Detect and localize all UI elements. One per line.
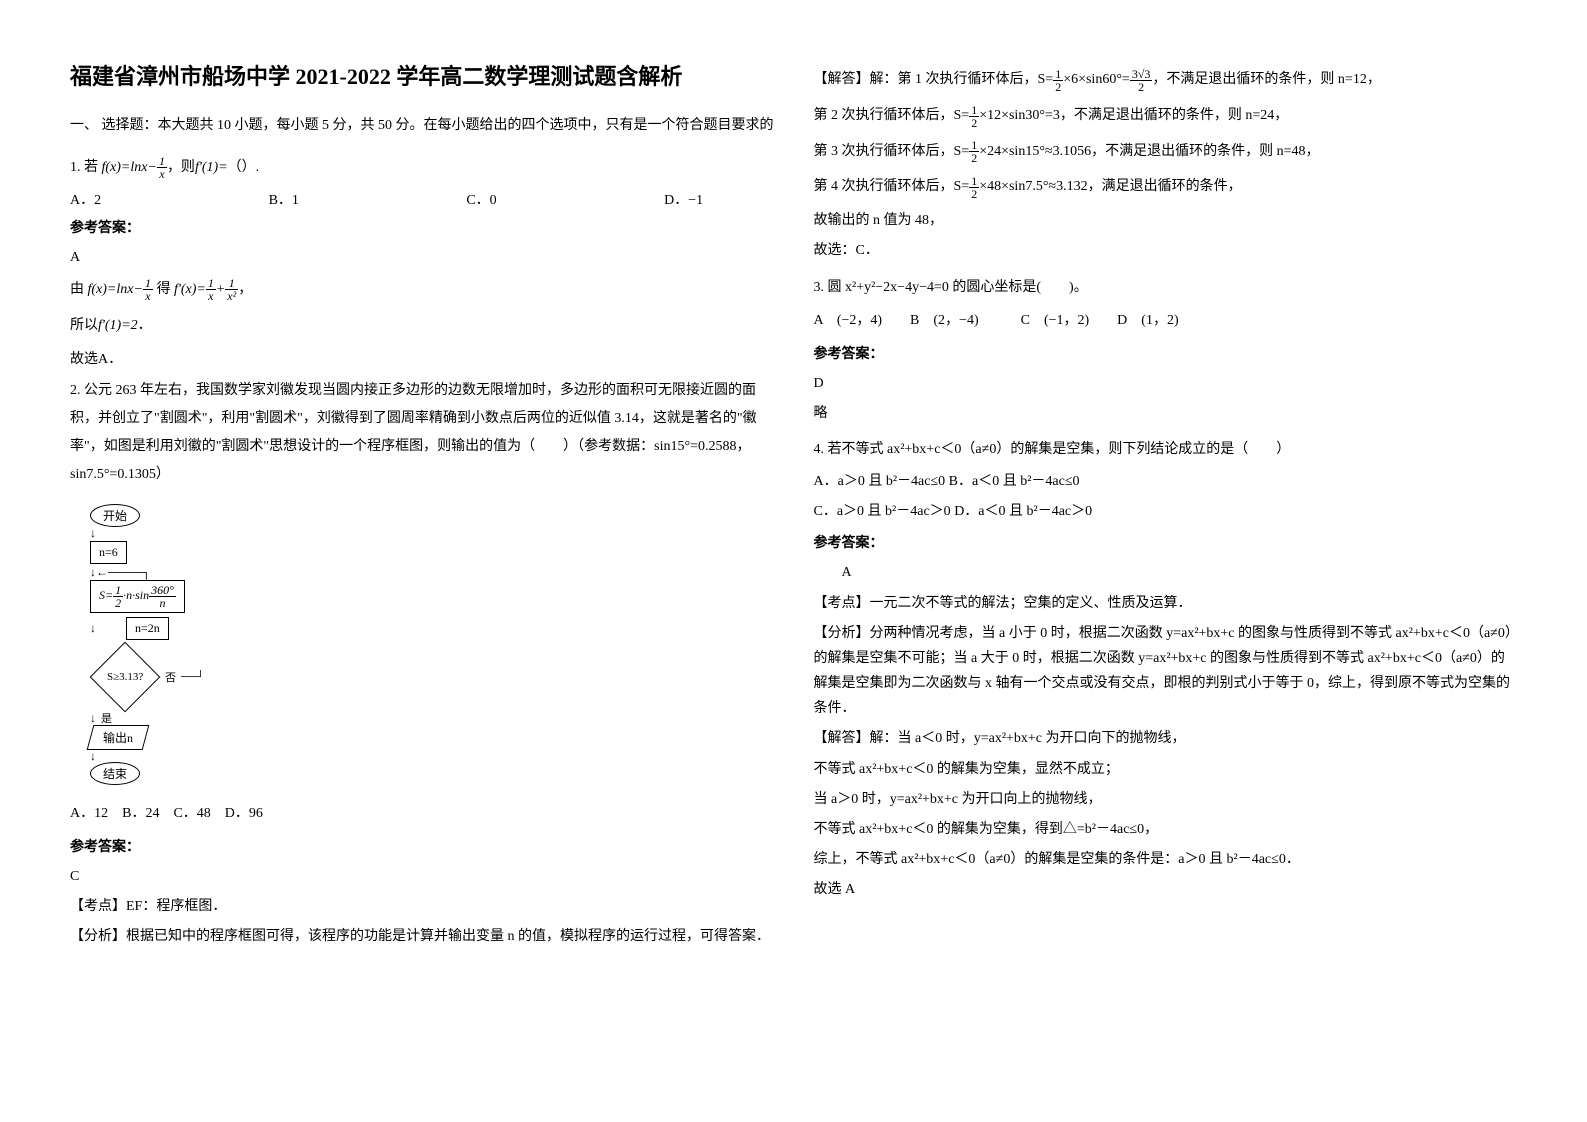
q1-exp1-f1: f(x)=lnx−1x	[84, 275, 156, 306]
q4-answer: A	[814, 560, 1518, 585]
jieda3-prefix: 第 3 次执行循环体后，S=	[814, 137, 970, 168]
jieda4-mid: ×48×sin7.5°	[979, 172, 1048, 203]
jieda1-label: 【解答】解：第 1 次执行循环体后，S=	[814, 65, 1054, 96]
q2-jieda6: 故选：C．	[814, 238, 1518, 263]
q1-suffix: （）.	[228, 153, 260, 184]
q3-answer: D	[814, 371, 1518, 396]
q1-options: A．2 B．1 C．0 D．−1	[70, 189, 703, 209]
q1-optB: B．1	[269, 189, 299, 209]
page-title: 福建省漳州市船场中学 2021-2022 学年高二数学理测试题含解析	[70, 60, 774, 93]
q2-flowchart: 开始 ↓ n=6 ↓←────┐ S=12·n·sin360°n ↓ n=2n …	[90, 504, 774, 785]
q4-optD: D．a＜0 且 b²－4ac＞0	[954, 504, 1092, 519]
flow-s: S=12·n·sin360°n	[90, 580, 185, 613]
q4-optCD: C．a＞0 且 b²－4ac＞0 D．a＜0 且 b²－4ac＞0	[814, 499, 1518, 524]
flow-arrow: ↓	[90, 527, 96, 539]
q3-explain: 略	[814, 401, 1518, 426]
frac-half: 12	[1053, 68, 1063, 93]
q1-stem: 1. 若 f(x)=lnx−1x ，则 f'(1)= （）.	[70, 153, 774, 184]
flow-yes-label: 是	[101, 713, 112, 725]
q3-stem: 3. 圆 x²+y²−2x−4y−4=0 的圆心坐标是( )。	[814, 274, 1518, 302]
q1-answer: A	[70, 245, 774, 270]
flow-output-text: 输出n	[103, 729, 133, 746]
jieda1-mid: ×6×sin60°	[1063, 65, 1122, 96]
flow-cond-text: S≥3.13?	[107, 671, 143, 683]
q4-optA: A．a＞0 且 b²－4ac≤0	[814, 474, 946, 489]
flow-arrow-right: ──┘	[181, 671, 204, 683]
q1-exp1-prefix: 由	[70, 275, 84, 306]
q4-jieda6: 故选 A	[814, 877, 1518, 902]
q4-stem: 4. 若不等式 ax²+bx+c＜0（a≠0）的解集是空集，则下列结论成立的是（…	[814, 436, 1518, 464]
q2-jieda1: 【解答】解：第 1 次执行循环体后，S= 12 ×6×sin60° = 3√32…	[814, 65, 1518, 96]
q1-exp1-f2: f'(x)=1x+1x²	[170, 275, 238, 306]
q1-explain1: 由 f(x)=lnx−1x 得 f'(x)=1x+1x²，	[70, 275, 774, 306]
frac-half: 12	[969, 175, 979, 200]
q1-formula2: f'(1)=	[195, 153, 228, 184]
flow-n2n: n=2n	[126, 617, 169, 640]
flow-end: 结束	[90, 762, 140, 785]
jieda1-suffix: ，不满足退出循环的条件，则 n=12，	[1152, 65, 1380, 96]
q4-jieda4: 不等式 ax²+bx+c＜0 的解集为空集，得到△=b²－4ac≤0，	[814, 817, 1518, 842]
jieda2-suffix: =3，不满足退出循环的条件，则 n=24，	[1045, 101, 1288, 132]
q3-answer-label: 参考答案：	[814, 343, 1518, 363]
jieda4-suffix: ≈3.132，满足退出循环的条件，	[1048, 172, 1241, 203]
q4-optAB: A．a＞0 且 b²－4ac≤0 B．a＜0 且 b²－4ac≤0	[814, 469, 1518, 494]
q3-options: A (−2，4) B (2，−4) C (−1，2) D (1，2)	[814, 307, 1518, 335]
q1-mid: ，则	[167, 153, 195, 184]
jieda2-mid: ×12×sin30°	[979, 101, 1045, 132]
flow-cond: S≥3.13?	[90, 642, 161, 713]
jieda3-mid: ×24×sin15°	[979, 137, 1045, 168]
q4-jieda3: 当 a＞0 时，y=ax²+bx+c 为开口向上的抛物线，	[814, 787, 1518, 812]
q2-kaodian: 【考点】EF：程序框图．	[70, 894, 774, 919]
q2-jieda2: 第 2 次执行循环体后，S= 12 ×12×sin30° =3，不满足退出循环的…	[814, 101, 1518, 132]
q1-explain2: 所以 f'(1)=2．	[70, 311, 774, 342]
q1-prefix: 1. 若	[70, 153, 98, 184]
q1-formula1: f(x)=lnx−1x	[98, 153, 167, 184]
q1-optC: C．0	[466, 189, 496, 209]
q2-answer: C	[70, 864, 774, 889]
q2-fenxi: 【分析】根据已知中的程序框图可得，该程序的功能是计算并输出变量 n 的值，模拟程…	[70, 924, 774, 949]
flow-arrow: ↓←────┐	[90, 566, 151, 578]
q2-jieda5: 故输出的 n 值为 48，	[814, 208, 1518, 233]
q1-exp2-prefix: 所以	[70, 311, 98, 342]
jieda3-suffix: ≈3.1056，不满足退出循环的条件，则 n=48，	[1045, 137, 1320, 168]
frac-3sqrt3-2: 3√32	[1130, 68, 1153, 93]
q1-exp2-val: f'(1)=2	[98, 311, 138, 342]
q4-jieda2: 不等式 ax²+bx+c＜0 的解集为空集，显然不成立；	[814, 757, 1518, 782]
q2-jieda3: 第 3 次执行循环体后，S= 12 ×24×sin15° ≈3.1056，不满足…	[814, 137, 1518, 168]
right-column: 【解答】解：第 1 次执行循环体后，S= 12 ×6×sin60° = 3√32…	[794, 60, 1538, 1062]
jieda1-eq: =	[1122, 65, 1130, 96]
q4-kaodian: 【考点】一元二次不等式的解法；空集的定义、性质及运算．	[814, 591, 1518, 616]
q4-answer-label: 参考答案：	[814, 532, 1518, 552]
flow-output: 输出n	[87, 725, 150, 750]
q2-text: 2. 公元 263 年左右，我国数学家刘徽发现当圆内接正多边形的边数无限增加时，…	[70, 377, 774, 489]
q1-exp1-mid: 得	[156, 275, 170, 306]
q1-optD: D．−1	[664, 189, 703, 209]
q4-jieda1: 【解答】解：当 a＜0 时，y=ax²+bx+c 为开口向下的抛物线，	[814, 726, 1518, 751]
jieda4-prefix: 第 4 次执行循环体后，S=	[814, 172, 970, 203]
q2-jieda4: 第 4 次执行循环体后，S= 12 ×48×sin7.5° ≈3.132，满足退…	[814, 172, 1518, 203]
q1-optA: A．2	[70, 189, 101, 209]
q4-optC: C．a＞0 且 b²－4ac＞0	[814, 504, 951, 519]
left-column: 福建省漳州市船场中学 2021-2022 学年高二数学理测试题含解析 一、 选择…	[50, 60, 794, 1062]
frac-half: 12	[969, 104, 979, 129]
q1-answer-label: 参考答案：	[70, 217, 774, 237]
q4-optB: B．a＜0 且 b²－4ac≤0	[949, 474, 1080, 489]
flow-arrow: ↓	[90, 622, 96, 634]
jieda2-prefix: 第 2 次执行循环体后，S=	[814, 101, 970, 132]
q2-options: A．12 B．24 C．48 D．96	[70, 800, 774, 828]
flow-arrow: ↓	[90, 750, 96, 762]
flow-start: 开始	[90, 504, 140, 527]
section1-header: 一、 选择题：本大题共 10 小题，每小题 5 分，共 50 分。在每小题给出的…	[70, 113, 774, 138]
q4-fenxi: 【分析】分两种情况考虑，当 a 小于 0 时，根据二次函数 y=ax²+bx+c…	[814, 621, 1518, 722]
flow-arrow: ↓是	[90, 712, 112, 725]
q4-jieda5: 综上，不等式 ax²+bx+c＜0（a≠0）的解集是空集的条件是：a＞0 且 b…	[814, 847, 1518, 872]
flow-no-label: 否	[165, 669, 176, 685]
q2-answer-label: 参考答案：	[70, 836, 774, 856]
q1-explain3: 故选A．	[70, 347, 774, 372]
frac-half: 12	[969, 139, 979, 164]
flow-n6: n=6	[90, 541, 127, 564]
